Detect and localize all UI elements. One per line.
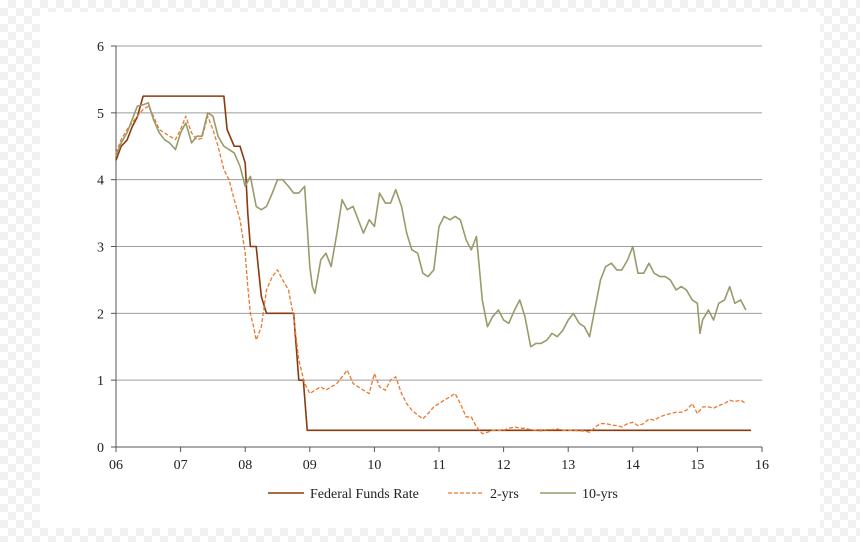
legend-label-2: 10-yrs bbox=[582, 487, 618, 502]
y-tick-label: 5 bbox=[97, 107, 104, 122]
y-tick-label: 6 bbox=[97, 40, 104, 55]
x-tick-label: 16 bbox=[755, 458, 769, 473]
x-tick-label: 13 bbox=[561, 458, 575, 473]
axis-layer bbox=[111, 45, 763, 452]
series-line-1 bbox=[115, 105, 747, 435]
legend-label-1: 2-yrs bbox=[490, 487, 519, 502]
y-tick-label: 0 bbox=[97, 441, 104, 456]
series-line-0 bbox=[115, 95, 752, 432]
legend: Federal Funds Rate 2-yrs 10-yrs bbox=[268, 487, 618, 502]
x-tick-label: 09 bbox=[303, 458, 317, 473]
grid-layer bbox=[116, 45, 762, 381]
series-line-2 bbox=[115, 102, 747, 348]
y-tick-label: 2 bbox=[97, 307, 104, 322]
chart-panel: 0 1 2 3 4 5 6 06 07 08 09 10 11 12 13 14 15 16 Federal Fu… bbox=[40, 12, 820, 528]
y-tick-label: 1 bbox=[97, 374, 104, 389]
x-tick-label: 12 bbox=[497, 458, 511, 473]
x-tick-label: 08 bbox=[238, 458, 252, 473]
y-tick-label: 4 bbox=[97, 174, 104, 189]
x-tick-label: 14 bbox=[626, 458, 640, 473]
x-tick-label: 06 bbox=[109, 458, 123, 473]
x-tick-label: 10 bbox=[367, 458, 381, 473]
x-tick-label: 15 bbox=[690, 458, 704, 473]
x-tick-label: 07 bbox=[174, 458, 188, 473]
x-tick-label: 11 bbox=[432, 458, 445, 473]
y-tick-label: 3 bbox=[97, 241, 104, 256]
series-layer bbox=[115, 95, 752, 435]
legend-label-0: Federal Funds Rate bbox=[310, 487, 419, 502]
